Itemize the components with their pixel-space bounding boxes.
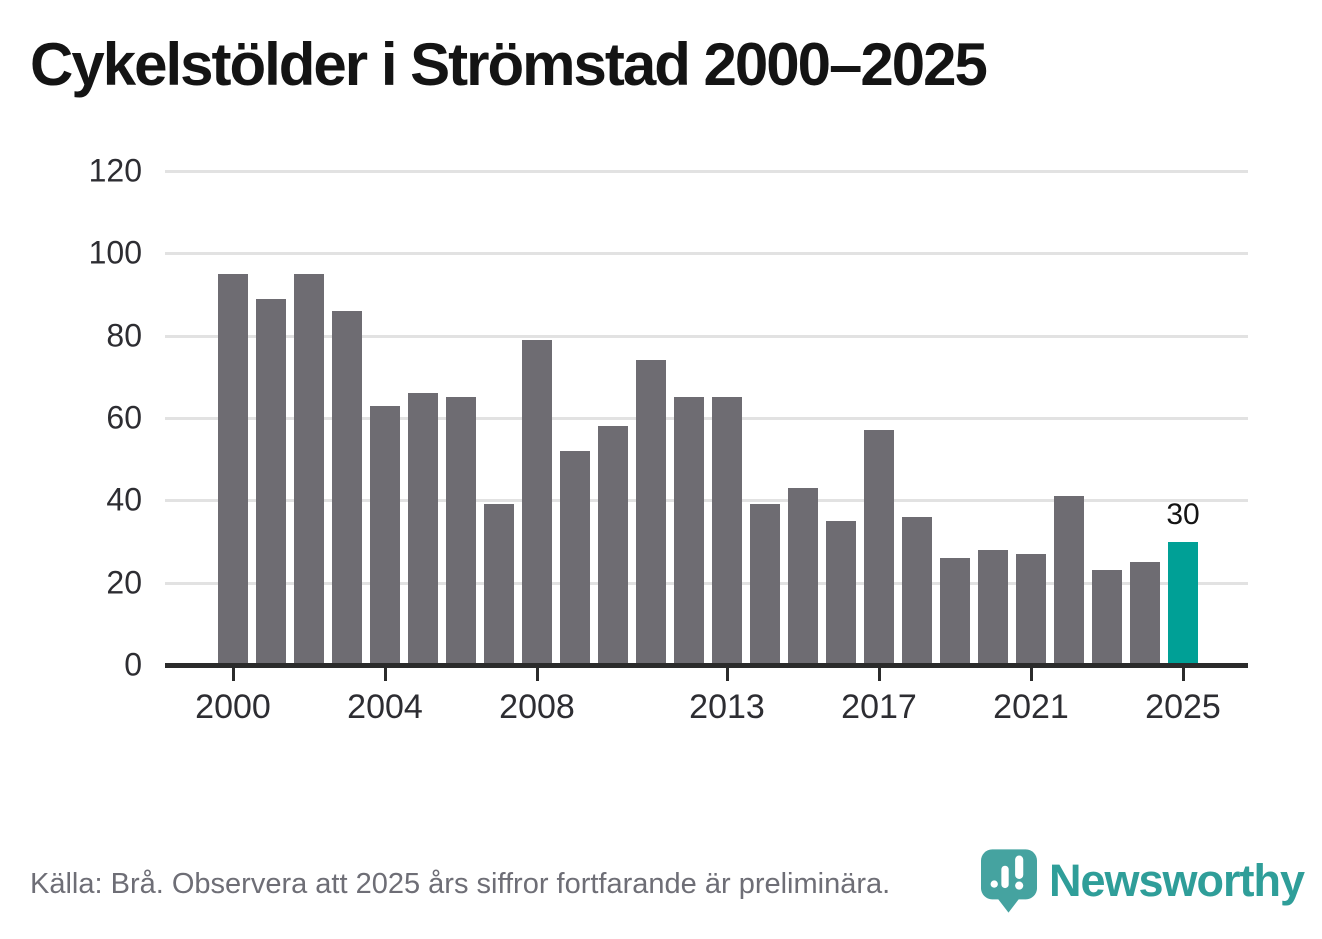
x-axis-tick-2021 [1029,668,1033,681]
x-axis-tick-label-2025: 2025 [1145,688,1221,726]
x-axis-tick-label-2008: 2008 [499,688,575,726]
x-axis-tick-label-2017: 2017 [841,688,917,726]
bar-2000 [218,273,248,665]
bar-2014 [750,504,780,665]
y-axis-tick-label: 40 [106,481,142,518]
bar-2024 [1130,562,1160,665]
gridline-y-120 [165,170,1248,173]
y-axis-tick-label: 120 [88,152,142,189]
gridline-y-60 [165,417,1248,420]
bar-2006 [446,397,476,665]
bar-2009 [560,450,590,665]
newsworthy-logo: Newsworthy [981,849,1321,929]
x-axis-line [165,663,1248,668]
x-axis-tick-label-2004: 2004 [347,688,423,726]
x-axis-tick-2008 [535,668,539,681]
bar-2002 [294,273,324,665]
bar-2022 [1054,496,1084,665]
x-axis-tick-2004 [383,668,387,681]
x-axis-tick-label-2000: 2000 [195,688,271,726]
bar-2007 [484,504,514,665]
bar-2001 [256,298,286,665]
bar-2017 [864,430,894,665]
bar-2010 [598,426,628,665]
bar-2025 [1168,541,1198,665]
x-axis-tick-label-2021: 2021 [993,688,1069,726]
bar-2021 [1016,553,1046,665]
bar-2016 [826,520,856,665]
bar-2019 [940,557,970,665]
highlight-value-label: 30 [1166,497,1200,531]
gridline-y-80 [165,334,1248,338]
newsworthy-wordmark: Newsworthy [1049,855,1305,906]
bar-2023 [1092,570,1122,665]
y-axis-tick-label: 60 [106,399,142,436]
bar-2003 [332,310,362,665]
y-axis-tick-label: 20 [106,564,142,601]
bar-2011 [636,360,666,665]
y-axis-tick-label: 0 [124,646,142,683]
x-axis-tick-2000 [231,668,235,681]
bar-2015 [788,487,818,665]
bar-2018 [902,516,932,665]
source-note: Källa: Brå. Observera att 2025 års siffr… [30,868,891,900]
bar-2005 [408,393,438,665]
bar-2008 [522,339,552,665]
newsworthy-pin-chart-icon [981,849,1037,913]
y-axis-tick-label: 100 [88,234,142,271]
bar-2012 [674,397,704,665]
bar-2013 [712,397,742,665]
bar-2020 [978,549,1008,665]
gridline-y-40 [165,499,1248,503]
x-axis-tick-2025 [1181,668,1185,681]
x-axis-tick-2013 [725,668,729,681]
x-axis-tick-2017 [877,668,881,681]
gridline-y-100 [165,252,1248,256]
y-axis-tick-label: 80 [106,317,142,354]
bar-2004 [370,405,400,665]
x-axis-tick-label-2013: 2013 [689,688,765,726]
chart-title: Cykelstölder i Strömstad 2000–2025 [30,31,988,98]
gridline-y-20 [165,581,1248,585]
